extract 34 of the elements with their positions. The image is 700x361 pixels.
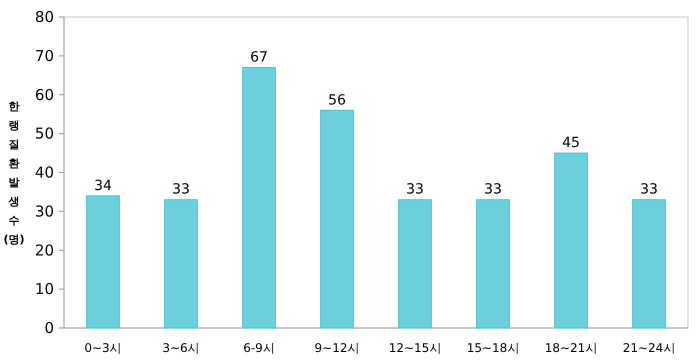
y-tick-label: 60 — [34, 86, 54, 104]
data-label: 56 — [328, 92, 346, 108]
data-label: 45 — [562, 135, 580, 152]
data-label: 34 — [94, 178, 112, 194]
y-tick-label: 30 — [34, 202, 54, 220]
y-tick-label: 40 — [34, 164, 54, 182]
x-tick-label: 12~15시 — [388, 341, 442, 355]
data-label: 33 — [640, 182, 658, 198]
y-tick-label: 80 — [34, 8, 54, 26]
x-tick-label: 18~21시 — [544, 341, 598, 355]
bar — [632, 199, 666, 328]
bar — [86, 195, 120, 328]
bar — [398, 199, 432, 328]
x-tick-label: 0~3시 — [84, 341, 122, 355]
data-label: 33 — [484, 182, 502, 198]
y-tick-label: 50 — [34, 124, 54, 143]
bar — [476, 199, 510, 328]
bar — [242, 67, 276, 328]
y-axis-title: 한랭질환발생수(명) — [3, 100, 25, 246]
data-label: 67 — [250, 50, 268, 66]
x-tick-label: 21~24시 — [622, 341, 676, 355]
data-label: 33 — [406, 182, 424, 198]
x-tick-label: 3~6시 — [162, 341, 200, 355]
y-tick-label: 70 — [34, 46, 54, 65]
y-tick-label: 0 — [44, 319, 54, 337]
bar — [320, 110, 354, 328]
x-tick-label: 6-9시 — [243, 341, 275, 355]
bar — [164, 199, 198, 328]
x-tick-label: 9~12시 — [314, 341, 360, 355]
bar — [554, 152, 588, 328]
y-tick-label: 20 — [34, 241, 54, 260]
data-label: 33 — [172, 182, 190, 198]
y-tick-label: 10 — [34, 280, 54, 298]
x-tick-label: 15~18시 — [466, 341, 520, 355]
